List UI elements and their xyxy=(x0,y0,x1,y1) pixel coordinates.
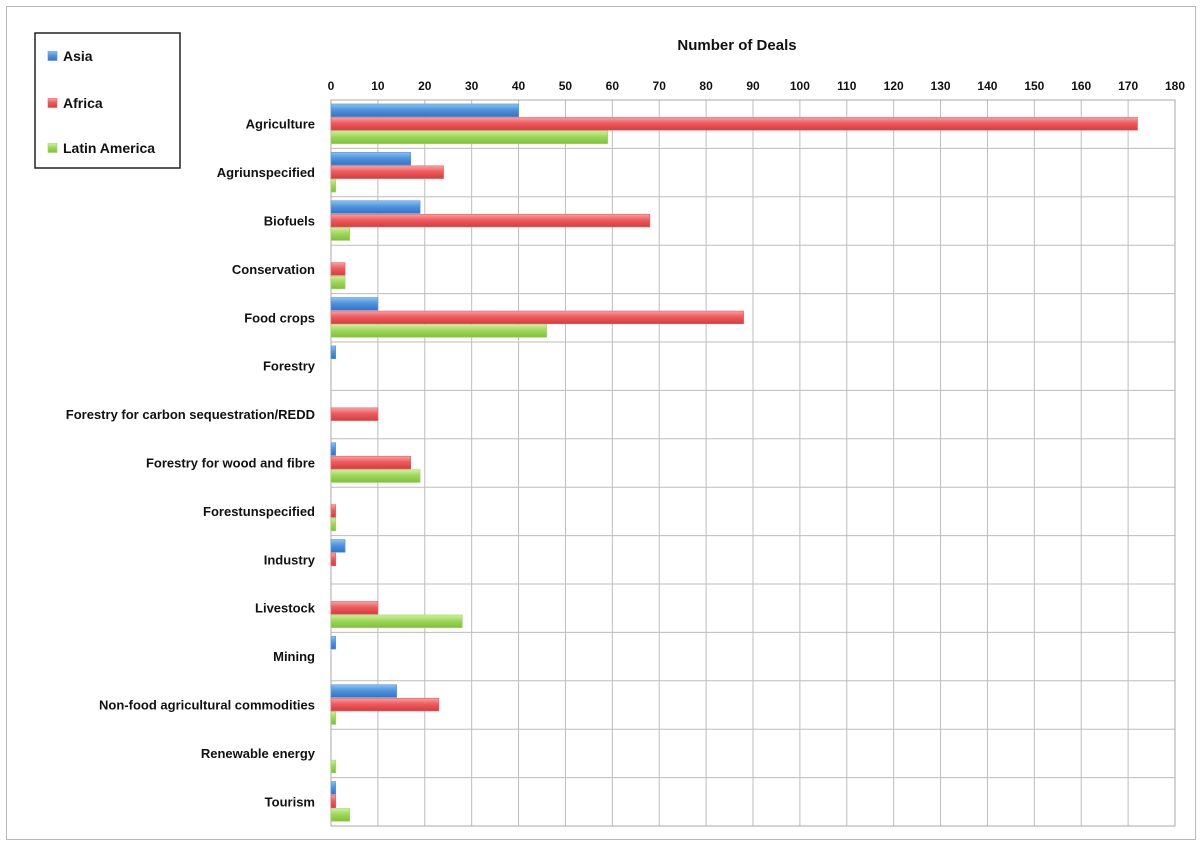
bar-asia xyxy=(330,152,412,166)
category-label: Forestry for wood and fibre xyxy=(146,456,315,471)
x-tick-label: 120 xyxy=(884,79,904,93)
bar-asia xyxy=(330,636,336,650)
bar-africa xyxy=(330,697,440,712)
legend-swatch xyxy=(47,98,58,108)
bars xyxy=(330,103,1138,822)
x-tick-label: 10 xyxy=(371,79,385,93)
bar-latin-america xyxy=(330,130,608,144)
bar-latin-america xyxy=(330,275,346,290)
x-tick-label: 0 xyxy=(328,79,335,93)
legend-swatch xyxy=(47,143,58,153)
category-label: Food crops xyxy=(244,310,315,325)
legend: Asia Africa Latin America xyxy=(34,32,181,169)
bar-latin-america xyxy=(330,469,421,483)
category-label: Forestry xyxy=(263,359,316,374)
bar-asia xyxy=(330,103,519,117)
bar-asia xyxy=(330,200,421,214)
category-label: Industry xyxy=(264,552,316,567)
category-label: Biofuels xyxy=(264,214,315,229)
bar-africa xyxy=(330,407,379,421)
bar-africa xyxy=(330,165,444,179)
bar-asia xyxy=(330,442,336,456)
category-label: Livestock xyxy=(255,601,316,616)
bar-asia xyxy=(330,297,379,311)
legend-label: Asia xyxy=(63,48,93,64)
x-tick-labels: 0 10 20 30 40 50 60 70 80 90 100 110 120 130 140 150 160… xyxy=(328,79,1186,93)
bar-africa xyxy=(330,117,1138,131)
bar-latin-america xyxy=(330,808,351,822)
x-tick-label: 70 xyxy=(653,79,667,93)
bar-africa xyxy=(330,504,336,518)
bar-africa xyxy=(330,552,336,567)
bar-africa xyxy=(330,601,379,615)
x-tick-label: 170 xyxy=(1118,79,1138,93)
bar-asia xyxy=(330,539,346,553)
bar-asia xyxy=(330,345,336,359)
bar-latin-america xyxy=(330,227,351,241)
x-tick-label: 130 xyxy=(931,79,951,93)
category-labels: Agriculture Agriunspecified Biofuels Conser… xyxy=(66,117,316,810)
bar-asia xyxy=(330,781,336,795)
x-tick-label: 140 xyxy=(977,79,997,93)
x-tick-label: 20 xyxy=(418,79,432,93)
category-label: Agriunspecified xyxy=(217,165,315,180)
grid xyxy=(330,99,1176,827)
bar-latin-america xyxy=(330,711,336,725)
legend-label: Africa xyxy=(63,95,103,111)
x-tick-label: 110 xyxy=(837,79,857,93)
bar-latin-america xyxy=(330,179,336,193)
bar-africa xyxy=(330,455,412,470)
category-label: Agriculture xyxy=(246,117,315,132)
bar-africa xyxy=(330,213,651,228)
legend-box xyxy=(34,32,181,169)
bar-latin-america xyxy=(330,324,547,338)
legend-label: Latin America xyxy=(63,140,155,156)
category-label: Renewable energy xyxy=(201,746,316,761)
bar-africa xyxy=(330,794,336,809)
category-label: Non-food agricultural commodities xyxy=(99,698,315,713)
category-label: Mining xyxy=(273,649,315,664)
x-tick-label: 180 xyxy=(1165,79,1185,93)
bar-latin-america xyxy=(330,614,463,628)
category-label: Conservation xyxy=(232,262,315,277)
legend-swatch xyxy=(47,51,58,61)
category-label: Tourism xyxy=(265,794,315,809)
bar-africa xyxy=(330,262,346,276)
chart-frame xyxy=(6,6,1196,840)
x-tick-label: 40 xyxy=(512,79,526,93)
x-tick-label: 50 xyxy=(559,79,573,93)
x-tick-label: 160 xyxy=(1071,79,1091,93)
bar-latin-america xyxy=(330,759,336,774)
bar-latin-america xyxy=(330,517,336,532)
x-tick-label: 80 xyxy=(699,79,713,93)
x-axis-title: Number of Deals xyxy=(677,37,796,54)
x-tick-label: 100 xyxy=(790,79,810,93)
x-tick-label: 150 xyxy=(1024,79,1044,93)
category-label: Forestry for carbon sequestration/REDD xyxy=(66,407,315,422)
category-label: Forestunspecified xyxy=(203,504,315,519)
x-tick-label: 60 xyxy=(606,79,620,93)
bar-africa xyxy=(330,310,744,325)
x-tick-label: 30 xyxy=(465,79,479,93)
bar-asia xyxy=(330,684,397,698)
x-tick-label: 90 xyxy=(746,79,760,93)
